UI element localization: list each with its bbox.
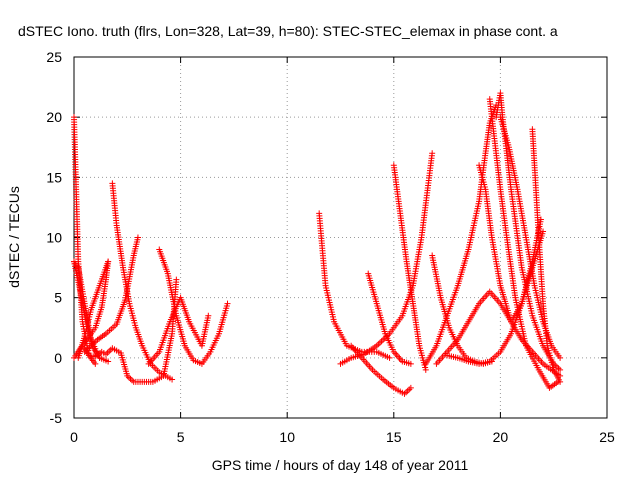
y-tick-label: 5 (54, 290, 62, 306)
data-point (127, 375, 134, 382)
series-15 (365, 270, 414, 367)
x-tick-label: 5 (177, 429, 185, 445)
series-23 (433, 216, 544, 367)
data-point (407, 360, 414, 367)
series-11 (316, 210, 393, 361)
x-tick-label: 0 (70, 429, 78, 445)
x-axis-label: GPS time / hours of day 148 of year 2011 (212, 457, 469, 473)
x-tick-label: 20 (493, 429, 509, 445)
data-point (407, 384, 414, 391)
tick-labels: 0 5 10 15 20 25 -5 0 5 10 15 20 25 (46, 49, 615, 445)
data-point (557, 366, 564, 373)
series-24 (444, 228, 547, 367)
y-tick-label: 20 (46, 109, 62, 125)
chart-title: dSTEC Iono. truth (flrs, Lon=328, Lat=39… (18, 23, 558, 39)
x-tick-label: 25 (599, 429, 615, 445)
series-22 (529, 126, 564, 385)
data-point (429, 150, 436, 157)
data-point (384, 332, 391, 339)
series-10 (145, 294, 212, 367)
data-point (404, 387, 411, 394)
series-8 (81, 276, 180, 385)
data-point (173, 276, 180, 283)
data-point (205, 312, 212, 319)
data-points (71, 90, 564, 397)
y-tick-label: 25 (46, 49, 62, 65)
data-point (129, 377, 136, 384)
series-18 (476, 162, 564, 379)
series-9 (156, 246, 231, 367)
series-19 (486, 96, 561, 391)
data-point (422, 366, 429, 373)
series-21 (497, 114, 564, 361)
data-point (380, 336, 387, 343)
y-tick-label: 0 (54, 350, 62, 366)
data-point (376, 339, 383, 346)
series-20 (493, 90, 564, 373)
data-point (378, 338, 385, 345)
data-point (224, 300, 231, 307)
data-point (557, 354, 564, 361)
y-tick-label: 10 (46, 230, 62, 246)
y-axis-label: dSTEC / TECUs (6, 186, 22, 288)
x-tick-label: 10 (279, 429, 295, 445)
data-point (105, 358, 112, 365)
data-point (406, 386, 413, 393)
series-13 (348, 342, 414, 397)
series-16 (429, 252, 495, 367)
data-point (92, 360, 99, 367)
data-point (106, 348, 113, 355)
series-14 (390, 162, 429, 373)
data-point (375, 341, 382, 348)
data-point (134, 234, 141, 241)
data-point (540, 228, 547, 235)
y-tick-label: -5 (50, 410, 63, 426)
y-tick-label: 15 (46, 169, 62, 185)
data-point (557, 378, 564, 385)
x-tick-label: 15 (386, 429, 402, 445)
data-point (386, 354, 393, 361)
data-point (104, 349, 111, 356)
data-point (403, 389, 410, 396)
data-point (169, 376, 176, 383)
data-point (105, 258, 112, 265)
data-point (537, 216, 544, 223)
series-17 (422, 102, 500, 367)
